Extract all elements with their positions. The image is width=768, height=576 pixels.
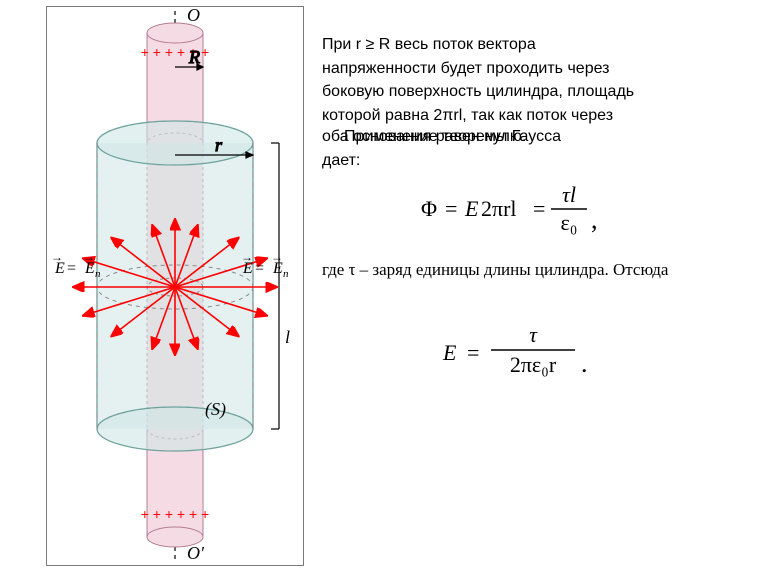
svg-text:=: = [255,260,264,277]
para2: дает: [322,150,738,172]
svg-text:n: n [95,268,101,280]
para1-l3: боковую поверхность цилиндра, площадь [322,81,738,103]
label-l: l [285,327,290,347]
para3: где τ – заряд единицы длины цилиндра. От… [322,259,738,282]
svg-text:τ: τ [529,322,538,347]
svg-text:2πrl: 2πrl [481,196,517,221]
overlapping-line: оба основания равен нулю. Применение тео… [322,128,738,150]
svg-text:→: → [51,250,63,264]
svg-text:E: E [464,196,479,221]
svg-text:→: → [83,250,95,264]
gauss-cylinder-figure: O O' + + + + + + + + + + + + [46,6,304,566]
equation-phi: Φ = E 2πrl = τl ε₀ , [322,182,738,241]
para1-l1: При r ≥ R весь поток вектора [322,34,738,56]
svg-text:=: = [67,260,76,277]
para1-l4: которой равна 2πrl, так как поток через [322,105,738,127]
svg-text:=: = [445,196,457,221]
svg-text:τl: τl [562,182,576,207]
svg-text:,: , [591,205,598,234]
label-S: (S) [205,399,226,420]
text-column: При r ≥ R весь поток вектора напряженнос… [322,34,738,387]
equation-E: E = τ 2πε₀r . [322,322,738,387]
para1-l2: напряженности будет проходить через [322,58,738,80]
label-r: r [215,135,223,155]
svg-text:ε₀: ε₀ [561,210,578,235]
svg-text:=: = [467,340,479,365]
label-O: O [187,7,200,25]
svg-text:2πε₀r: 2πε₀r [510,352,557,377]
svg-text:=: = [533,196,545,221]
svg-text:.: . [581,349,588,378]
svg-text:n: n [283,268,289,280]
figure-svg: O O' + + + + + + + + + + + + [47,7,303,565]
svg-text:E: E [442,340,457,365]
label-R: R [188,47,200,67]
plus-row-bot: + + + + + + [141,506,210,522]
svg-text:→: → [241,250,253,264]
svg-text:→: → [271,250,283,264]
svg-text:Φ: Φ [421,196,437,221]
